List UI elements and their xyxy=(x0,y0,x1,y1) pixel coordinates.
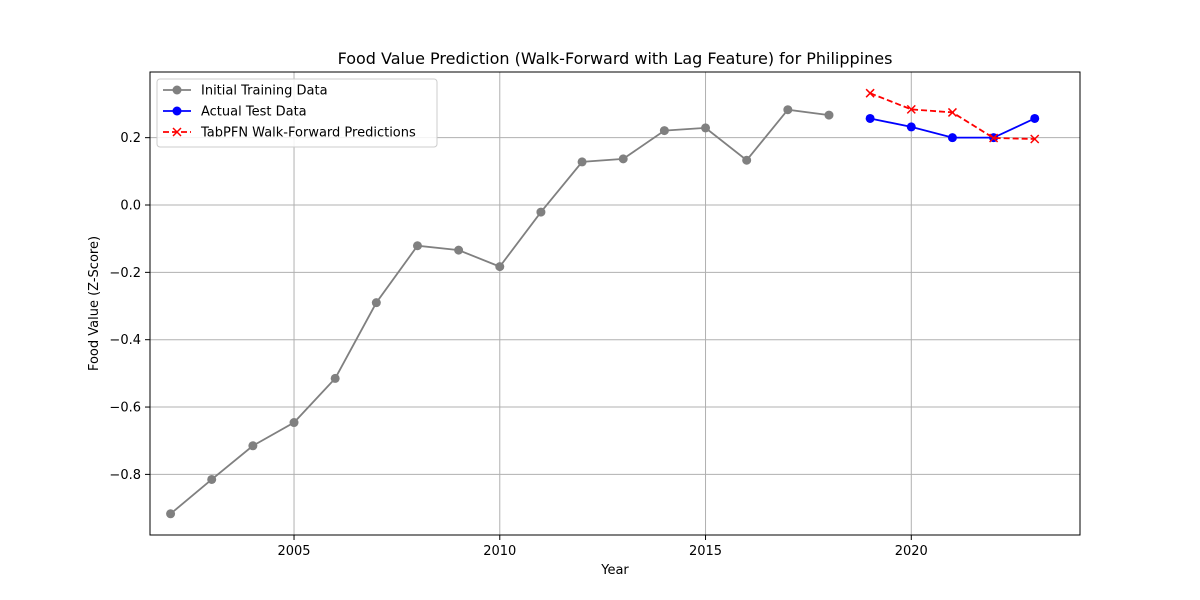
data-point xyxy=(824,110,834,120)
data-point xyxy=(289,418,299,428)
data-point xyxy=(865,113,875,123)
data-point xyxy=(495,262,505,272)
legend-label: Initial Training Data xyxy=(201,84,328,99)
data-point xyxy=(207,474,217,484)
y-tick-label: 0.0 xyxy=(120,199,141,214)
data-point xyxy=(577,157,587,167)
x-tick-label: 2005 xyxy=(277,544,310,559)
data-point xyxy=(742,155,752,165)
data-point xyxy=(906,122,916,132)
data-point xyxy=(536,207,546,217)
legend-label: TabPFN Walk-Forward Predictions xyxy=(200,126,416,141)
grid xyxy=(150,72,1080,535)
x-tick-label: 2010 xyxy=(483,544,516,559)
y-tick-label: −0.2 xyxy=(109,266,141,281)
data-point xyxy=(865,88,875,98)
data-point xyxy=(454,245,464,255)
data-point xyxy=(701,123,711,133)
legend-marker xyxy=(172,106,182,116)
y-tick-label: −0.6 xyxy=(109,401,141,416)
data-point xyxy=(1030,113,1040,123)
data-point xyxy=(947,107,957,117)
data-point xyxy=(330,373,340,383)
chart-title: Food Value Prediction (Walk-Forward with… xyxy=(338,49,893,68)
data-point xyxy=(659,126,669,136)
y-axis-label: Food Value (Z-Score) xyxy=(87,236,102,371)
data-point xyxy=(1030,134,1040,144)
legend-marker xyxy=(172,127,182,137)
data-point xyxy=(166,509,176,519)
legend-box xyxy=(156,78,438,148)
x-tick-label: 2015 xyxy=(689,544,722,559)
data-point xyxy=(989,133,999,143)
data-point xyxy=(248,441,258,451)
data-point xyxy=(371,298,381,308)
y-tick-label: 0.2 xyxy=(120,131,141,146)
legend: Initial Training Data Actual Test Data Tab… xyxy=(156,78,438,148)
y-tick-label: −0.8 xyxy=(109,468,141,483)
ticks: 2005 2010 2015 2020 −0.8 −0.6 −0.4 −0.2 0.0 0.2 xyxy=(109,131,927,559)
series-layer xyxy=(166,88,1040,519)
x-axis-label: Year xyxy=(600,563,629,578)
data-point xyxy=(947,133,957,143)
series-0 xyxy=(166,105,834,519)
data-point xyxy=(618,154,628,164)
plot-frame xyxy=(149,71,1081,536)
data-point xyxy=(906,104,916,114)
x-tick-label: 2020 xyxy=(895,544,928,559)
data-point xyxy=(412,241,422,251)
series-2 xyxy=(865,88,1040,144)
legend-marker xyxy=(172,85,182,95)
data-point xyxy=(783,105,793,115)
y-tick-label: −0.4 xyxy=(109,333,141,348)
legend-label: Actual Test Data xyxy=(201,105,307,120)
